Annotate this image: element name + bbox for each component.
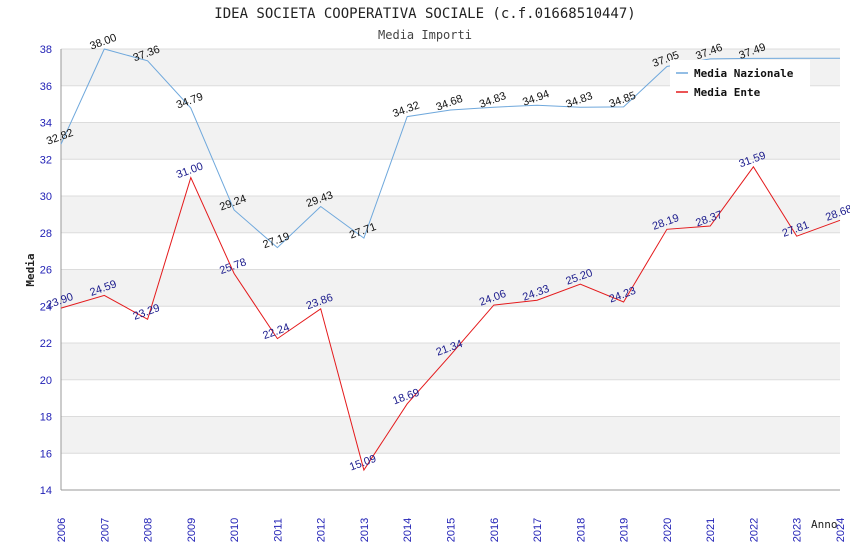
- x-tick-label: 2016: [489, 518, 501, 542]
- grid-band: [61, 122, 840, 160]
- x-tick-label: 2015: [446, 518, 458, 542]
- x-tick-label: 2008: [143, 518, 155, 542]
- y-tick-label: 30: [40, 191, 52, 203]
- y-tick-label: 36: [40, 81, 52, 93]
- grid-band: [61, 379, 840, 417]
- grid-band: [61, 416, 840, 454]
- x-tick-labels: 2006 2007 2008 2009 2010 2011 2012 2013 2014 2015…: [56, 518, 847, 542]
- x-tick-label: 2012: [316, 518, 328, 542]
- x-tick-label: 2013: [359, 518, 371, 542]
- grid-band: [61, 306, 840, 343]
- y-axis-title: Media: [24, 253, 37, 286]
- legend: Media Nazionale Media Ente: [670, 60, 810, 102]
- y-tick-label: 32: [40, 154, 52, 166]
- y-tick-label: 20: [40, 375, 52, 387]
- x-tick-label: 2017: [532, 518, 544, 542]
- legend-box: [670, 60, 810, 102]
- series-lines: [60, 48, 841, 472]
- x-tick-label: 2006: [56, 518, 68, 542]
- y-tick-label: 22: [40, 338, 52, 350]
- legend-label-media-nazionale: Media Nazionale: [694, 67, 794, 80]
- chart-subtitle: Media Importi: [378, 28, 472, 42]
- x-tick-label: 2024: [835, 518, 847, 542]
- x-tick-label: 2007: [99, 518, 111, 542]
- x-tick-label: 2022: [748, 518, 760, 542]
- x-tick-label: 2019: [619, 518, 631, 542]
- y-tick-label: 38: [40, 44, 52, 56]
- grid-band: [61, 196, 840, 233]
- y-tick-label: 14: [40, 485, 52, 497]
- x-tick-label: 2018: [575, 518, 587, 542]
- y-tick-label: 34: [40, 118, 52, 130]
- series-line-media-nazionale: [60, 48, 840, 249]
- x-axis-title: Anno: [811, 518, 838, 531]
- x-tick-label: 2014: [402, 518, 414, 542]
- x-tick-label: 2011: [272, 518, 284, 542]
- y-tick-label: 28: [40, 228, 52, 240]
- x-tick-label: 2023: [792, 518, 804, 542]
- x-tick-label: 2010: [229, 518, 241, 542]
- legend-label-media-ente: Media Ente: [694, 86, 761, 99]
- y-tick-label: 18: [40, 412, 52, 424]
- grid-band: [61, 453, 840, 490]
- series-line-media-ente: [60, 165, 841, 472]
- grid-band: [61, 269, 840, 307]
- grid-band: [61, 232, 840, 270]
- y-tick-label: 16: [40, 448, 52, 460]
- y-tick-labels: 14 16 18 20 22 24 26 28 30 32 34 36 38: [40, 44, 52, 497]
- x-tick-label: 2009: [186, 518, 198, 542]
- grid-band: [61, 343, 840, 380]
- y-tick-label: 26: [40, 265, 52, 277]
- y-tick-label: 24: [40, 301, 52, 313]
- x-tick-label: 2021: [705, 518, 717, 542]
- chart-title: IDEA SOCIETA COOPERATIVA SOCIALE (c.f.01…: [214, 6, 635, 22]
- x-tick-label: 2020: [662, 518, 674, 542]
